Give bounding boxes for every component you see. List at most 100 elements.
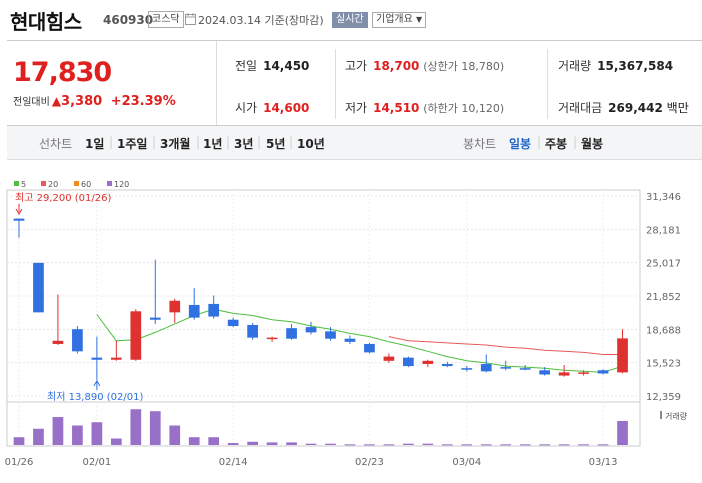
volume-bar [441, 444, 453, 446]
volume-bar [519, 444, 531, 446]
candle-body [519, 368, 531, 370]
line-chart-label: 선차트 [39, 137, 73, 151]
volume-bar [344, 444, 356, 446]
company-overview-dropdown[interactable]: 기업개요 ▼ [372, 12, 427, 28]
volume-bar [558, 444, 570, 446]
candle-body [110, 357, 122, 360]
low-arrow-head [93, 379, 101, 387]
x-tick-label: 03/04 [452, 457, 481, 468]
price-change: 전일대비 ▲3,380 +23.39% [13, 94, 176, 109]
volume-bar [33, 428, 44, 445]
candle-body [441, 363, 453, 367]
low-annotation: 최저 13,890 (02/01) [47, 391, 143, 403]
period-1d[interactable]: 1일 [85, 137, 105, 151]
candle-body [305, 327, 317, 333]
volume-bar [286, 442, 297, 445]
legend-swatch [14, 181, 19, 186]
annotations: 최고 29,200 (01/26) 최저 13,890 (02/01) 거래량 [15, 192, 688, 421]
period-10y[interactable]: 10년 [297, 137, 325, 151]
volume-bar [422, 443, 434, 445]
volume-bar [305, 443, 317, 445]
high-price: 고가 18,700 (상한가 18,780) [345, 59, 505, 73]
legend-label: 60 [81, 180, 91, 189]
high-annotation: 최고 29,200 (01/26) [15, 192, 111, 204]
volume-bar [461, 444, 473, 446]
candle-body [422, 360, 434, 364]
legend-swatch [107, 181, 112, 186]
trade-amount: 거래대금 269,442 백만 [558, 101, 689, 115]
period-selector: 선차트 1일 | 1주일 | 3개월 | 1년 | 3년 | 5년 | 10년 … [7, 126, 702, 160]
realtime-button[interactable]: 실시간 [332, 12, 368, 28]
candle-body [597, 370, 609, 374]
candle-body [91, 357, 103, 360]
volume-label: 거래량 [665, 411, 688, 421]
y-tick-label: 18,688 [646, 325, 681, 336]
volume-frame [6, 401, 641, 447]
volume-bar [480, 444, 492, 446]
x-axis: 01/26 02/01 02/14 02/23 03/04 03/13 [5, 457, 618, 468]
candle-body [72, 329, 83, 352]
candle-body [344, 338, 356, 342]
legend-swatch [41, 181, 46, 186]
volume-bar [539, 444, 551, 446]
change-percent: +23.39% [110, 94, 176, 109]
volume-bar [403, 443, 414, 445]
volume-bar [188, 437, 200, 445]
volume-bar [130, 409, 142, 445]
volume-bar [617, 420, 628, 445]
trade-volume: 거래량 15,367,584 [558, 59, 674, 73]
low-price: 저가 14,510 (하한가 10,120) [345, 101, 505, 115]
market-badge: 코스닥 [148, 11, 184, 28]
period-3m[interactable]: 3개월 [160, 137, 191, 151]
up-triangle-icon: ▲ [51, 94, 62, 108]
candle-body [558, 372, 570, 376]
stock-header: 현대힘스 460930 코스닥 2024.03.14 기준(장마감) 실시간 기… [0, 0, 702, 40]
y-tick-label: 15,523 [646, 359, 681, 370]
candle-monthly[interactable]: 월봉 [581, 137, 604, 151]
candle-body [403, 357, 414, 367]
candle-body [286, 328, 297, 339]
period-3y[interactable]: 3년 [234, 137, 254, 151]
candle-body [13, 218, 25, 221]
volume-bars [13, 409, 628, 446]
volume-bar [110, 438, 122, 445]
volume-bar [266, 442, 278, 445]
candle-daily[interactable]: 일봉 [509, 137, 532, 151]
stock-code: 460930 [103, 13, 154, 27]
candle-weekly[interactable]: 주봉 [545, 137, 568, 151]
candle-body [33, 262, 44, 313]
volume-bar [208, 437, 220, 445]
ma5-line [96, 308, 623, 373]
x-tick-label: 02/14 [219, 457, 248, 468]
volume-bar [91, 422, 103, 445]
y-tick-label: 25,017 [646, 259, 681, 270]
quote-panel: 17,830 전일대비 ▲3,380 +23.39% 전일 14,450 시가 14,… [7, 40, 702, 126]
volume-marker [660, 411, 662, 419]
candle-body [52, 340, 64, 344]
candle-body [480, 363, 492, 372]
period-5y[interactable]: 5년 [266, 137, 286, 151]
candle-body [461, 368, 473, 370]
period-1w[interactable]: 1주일 [117, 137, 148, 151]
volume-bar [52, 417, 64, 445]
period-1y[interactable]: 1년 [203, 137, 223, 151]
y-tick-label: 21,852 [646, 292, 681, 303]
candle-body [227, 319, 239, 327]
x-tick-label: 01/26 [5, 457, 34, 468]
candle-body [169, 300, 181, 313]
prev-close: 전일 14,450 [235, 59, 310, 73]
candle-body [325, 331, 336, 339]
candle-body [383, 356, 395, 361]
volume-bar [13, 437, 25, 445]
open-price: 시가 14,600 [235, 101, 310, 115]
candle-body [266, 337, 278, 340]
volume-bar [325, 443, 336, 445]
legend-label: 120 [114, 180, 129, 189]
volume-bar [149, 411, 161, 445]
candlestick-chart[interactable]: 5 20 60 120 31,346 28,181 25,017 21,852 18,688 1… [0, 170, 702, 483]
x-tick-label: 03/13 [589, 457, 618, 468]
candle-body [247, 324, 258, 338]
candle-body [149, 317, 161, 320]
quote-date: 2024.03.14 기준(장마감) [198, 14, 324, 27]
calendar-icon [185, 13, 196, 25]
